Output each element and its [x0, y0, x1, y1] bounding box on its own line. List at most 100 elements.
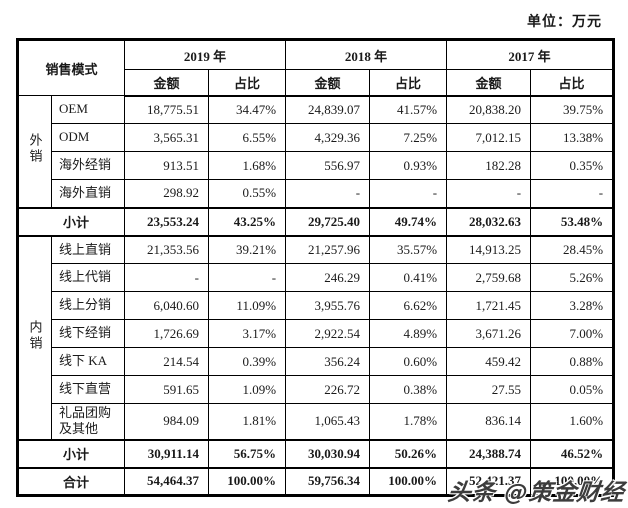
- ratio-cell: 28.45%: [530, 235, 615, 264]
- table-row-offline-distribution: 线下经销 1,726.69 3.17% 2,922.54 4.89% 3,671…: [18, 319, 615, 348]
- ratio-cell: -: [530, 179, 615, 208]
- mode-label-cell: OEM: [50, 95, 126, 124]
- amount-cell: 3,955.76: [285, 291, 371, 320]
- amount-cell: -: [446, 179, 532, 208]
- amount-cell: 356.24: [285, 347, 371, 376]
- table-row-overseas-distribution: 海外经销 913.51 1.68% 556.97 0.93% 182.28 0.…: [18, 151, 615, 180]
- subtotal-label-cell: 小计: [16, 206, 126, 237]
- ratio-cell: 35.57%: [369, 235, 448, 264]
- amount-cell: 3,565.31: [124, 123, 210, 152]
- corner-header-cell: 销售模式: [16, 39, 126, 96]
- ratio-cell: 5.26%: [530, 263, 615, 292]
- amount-cell: 913.51: [124, 151, 210, 180]
- ratio-cell: 1.60%: [530, 403, 615, 440]
- amount-cell: 556.97: [285, 151, 371, 180]
- ratio-cell: 4.89%: [369, 319, 448, 348]
- amount-cell: 836.14: [446, 403, 532, 440]
- amount-cell: 1,721.45: [446, 291, 532, 320]
- amount-cell: 18,775.51: [124, 95, 210, 124]
- amount-cell: 2,759.68: [446, 263, 532, 292]
- amount-cell: 1,726.69: [124, 319, 210, 348]
- ratio-cell: 43.25%: [208, 206, 287, 237]
- amount-cell: 984.09: [124, 403, 210, 440]
- amount-cell: 246.29: [285, 263, 371, 292]
- ratio-cell: 7.00%: [530, 319, 615, 348]
- ratio-cell: 6.62%: [369, 291, 448, 320]
- ratio-cell: 0.55%: [208, 179, 287, 208]
- group-label-domestic-text: 内销: [27, 319, 43, 352]
- ratio-cell: 0.38%: [369, 375, 448, 404]
- export-subtotal-row: 小计 23,553.24 43.25% 29,725.40 49.74% 28,…: [16, 206, 615, 237]
- domestic-subtotal-row: 小计 30,911.14 56.75% 30,030.94 50.26% 24,…: [16, 438, 615, 469]
- total-label-cell: 合计: [16, 466, 126, 497]
- ratio-cell: 34.47%: [208, 95, 287, 124]
- amount-cell: 1,065.43: [285, 403, 371, 440]
- ratio-cell: 3.17%: [208, 319, 287, 348]
- ratio-cell: 0.60%: [369, 347, 448, 376]
- group-label-export-text: 外销: [27, 133, 43, 166]
- amount-cell: 21,257.96: [285, 235, 371, 264]
- ratio-cell: 1.78%: [369, 403, 448, 440]
- ratio-cell: 0.88%: [530, 347, 615, 376]
- amount-cell: 52,421.37: [446, 466, 532, 497]
- ratio-header-2018: 占比: [369, 69, 448, 97]
- ratio-cell: 13.38%: [530, 123, 615, 152]
- group-label-export: 外销: [17, 95, 52, 208]
- table-row-online-direct: 内销 线上直销 21,353.56 39.21% 21,257.96 35.57…: [17, 235, 615, 440]
- year-header-2019: 2019 年: [124, 39, 287, 70]
- amount-cell: 298.92: [124, 179, 210, 208]
- ratio-cell: 100.00%: [208, 466, 287, 497]
- ratio-cell: -: [208, 263, 287, 292]
- ratio-cell: 1.68%: [208, 151, 287, 180]
- amount-cell: 59,756.34: [285, 466, 371, 497]
- amount-cell: 182.28: [446, 151, 532, 180]
- mode-label-cell: 海外经销: [50, 151, 126, 180]
- unit-label: 单位：万元: [527, 15, 602, 30]
- amount-cell: 2,922.54: [285, 319, 371, 348]
- amount-cell: 6,040.60: [124, 291, 210, 320]
- year-header-2017: 2017 年: [446, 39, 615, 70]
- amount-header-2019: 金额: [124, 69, 210, 97]
- amount-cell: 30,030.94: [285, 438, 371, 469]
- ratio-cell: 41.57%: [369, 95, 448, 124]
- ratio-cell: 0.93%: [369, 151, 448, 180]
- amount-cell: -: [285, 179, 371, 208]
- amount-cell: 20,838.20: [446, 95, 532, 124]
- amount-cell: 7,012.15: [446, 123, 532, 152]
- mode-label-cell: 海外直销: [50, 179, 126, 208]
- amount-cell: 591.65: [124, 375, 210, 404]
- ratio-cell: 6.55%: [208, 123, 287, 152]
- table-row-online-consignment: 线上代销 - - 246.29 0.41% 2,759.68 5.26%: [18, 263, 615, 292]
- amount-cell: 24,388.74: [446, 438, 532, 469]
- header-row-years: 销售模式 2019 年 2018 年 2017 年: [16, 39, 615, 96]
- ratio-cell: 49.74%: [369, 206, 448, 237]
- mode-label-cell: 线上直销: [50, 235, 126, 264]
- subtotal-label-cell: 小计: [16, 438, 126, 469]
- ratio-cell: 7.25%: [369, 123, 448, 152]
- ratio-cell: 46.52%: [530, 438, 615, 469]
- ratio-header-2019: 占比: [208, 69, 287, 97]
- ratio-cell: 1.81%: [208, 403, 287, 440]
- table-row-odm: ODM 3,565.31 6.55% 4,329.36 7.25% 7,012.…: [18, 123, 615, 152]
- table-row-gift-group-other: 礼品团购及其他 984.09 1.81% 1,065.43 1.78% 836.…: [18, 403, 615, 440]
- amount-cell: 24,839.07: [285, 95, 371, 124]
- ratio-cell: -: [369, 179, 448, 208]
- amount-cell: 14,913.25: [446, 235, 532, 264]
- table-row-oem: 外销 OEM 18,775.51 34.47% 24,839.07 41.57%…: [17, 95, 615, 208]
- ratio-cell: 0.39%: [208, 347, 287, 376]
- ratio-cell: 50.26%: [369, 438, 448, 469]
- amount-cell: 30,911.14: [124, 438, 210, 469]
- amount-cell: 54,464.37: [124, 466, 210, 497]
- amount-header-2017: 金额: [446, 69, 532, 97]
- mode-label-cell: ODM: [50, 123, 126, 152]
- ratio-header-2017: 占比: [530, 69, 615, 97]
- ratio-cell: 0.35%: [530, 151, 615, 180]
- mode-label-cell: 线下经销: [50, 319, 126, 348]
- ratio-cell: 0.05%: [530, 375, 615, 404]
- ratio-cell: 3.28%: [530, 291, 615, 320]
- amount-header-2018: 金额: [285, 69, 371, 97]
- ratio-cell: 11.09%: [208, 291, 287, 320]
- header-row-measures: 金额 占比 金额 占比 金额 占比: [18, 69, 615, 97]
- amount-cell: 27.55: [446, 375, 532, 404]
